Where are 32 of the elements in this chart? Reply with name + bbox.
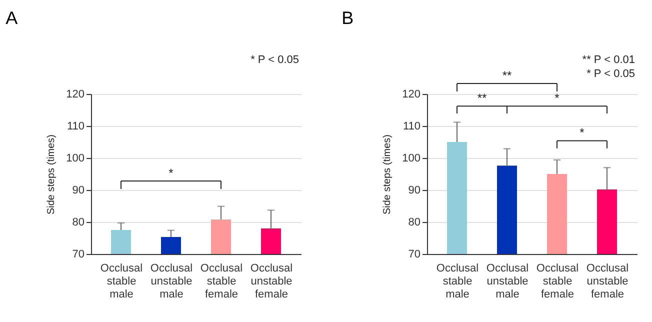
y-tick-label: 120 xyxy=(402,88,420,100)
y-tick-label: 110 xyxy=(66,120,84,132)
y-tick-label: 100 xyxy=(402,152,420,164)
text: * P < 0.05 xyxy=(586,68,635,80)
x-tick-label: Occlusal stable female xyxy=(200,262,243,300)
y-tick-label: 120 xyxy=(66,88,84,100)
text: ** xyxy=(502,68,512,82)
text: ** P < 0.01 xyxy=(582,54,635,66)
y-tick-label: 90 xyxy=(72,184,84,196)
x-tick-label: Occlusal unstable male xyxy=(486,262,529,300)
y-tick-label: 110 xyxy=(402,120,420,132)
y-tick-label: 70 xyxy=(408,248,420,260)
chart-title: A xyxy=(6,8,18,28)
chart-title: B xyxy=(342,8,354,28)
x-tick-label: Occlusal stable male xyxy=(436,262,479,300)
x-tick-label: Occlusal unstable female xyxy=(586,262,629,300)
y-axis-title: Side steps (times) xyxy=(46,134,58,215)
y-tick-label: 80 xyxy=(408,216,420,228)
x-tick-label: Occlusal unstable female xyxy=(250,262,293,300)
y-tick-label: 80 xyxy=(72,216,84,228)
x-tick-label: Occlusal unstable male xyxy=(150,262,193,300)
y-axis-title: Side steps (times) xyxy=(382,134,394,215)
y-tick-label: 70 xyxy=(72,248,84,260)
annotation: * xyxy=(168,166,174,180)
annotation: * xyxy=(580,126,585,140)
x-tick-label: Occlusal stable male xyxy=(100,262,143,300)
x-tick-label: Occlusal stable female xyxy=(536,262,579,300)
annotation: ** xyxy=(477,91,487,106)
y-tick-label: 90 xyxy=(408,184,420,196)
annotation: * xyxy=(554,91,560,106)
text: * P < 0.05 xyxy=(250,54,299,66)
y-tick-label: 100 xyxy=(66,152,84,164)
